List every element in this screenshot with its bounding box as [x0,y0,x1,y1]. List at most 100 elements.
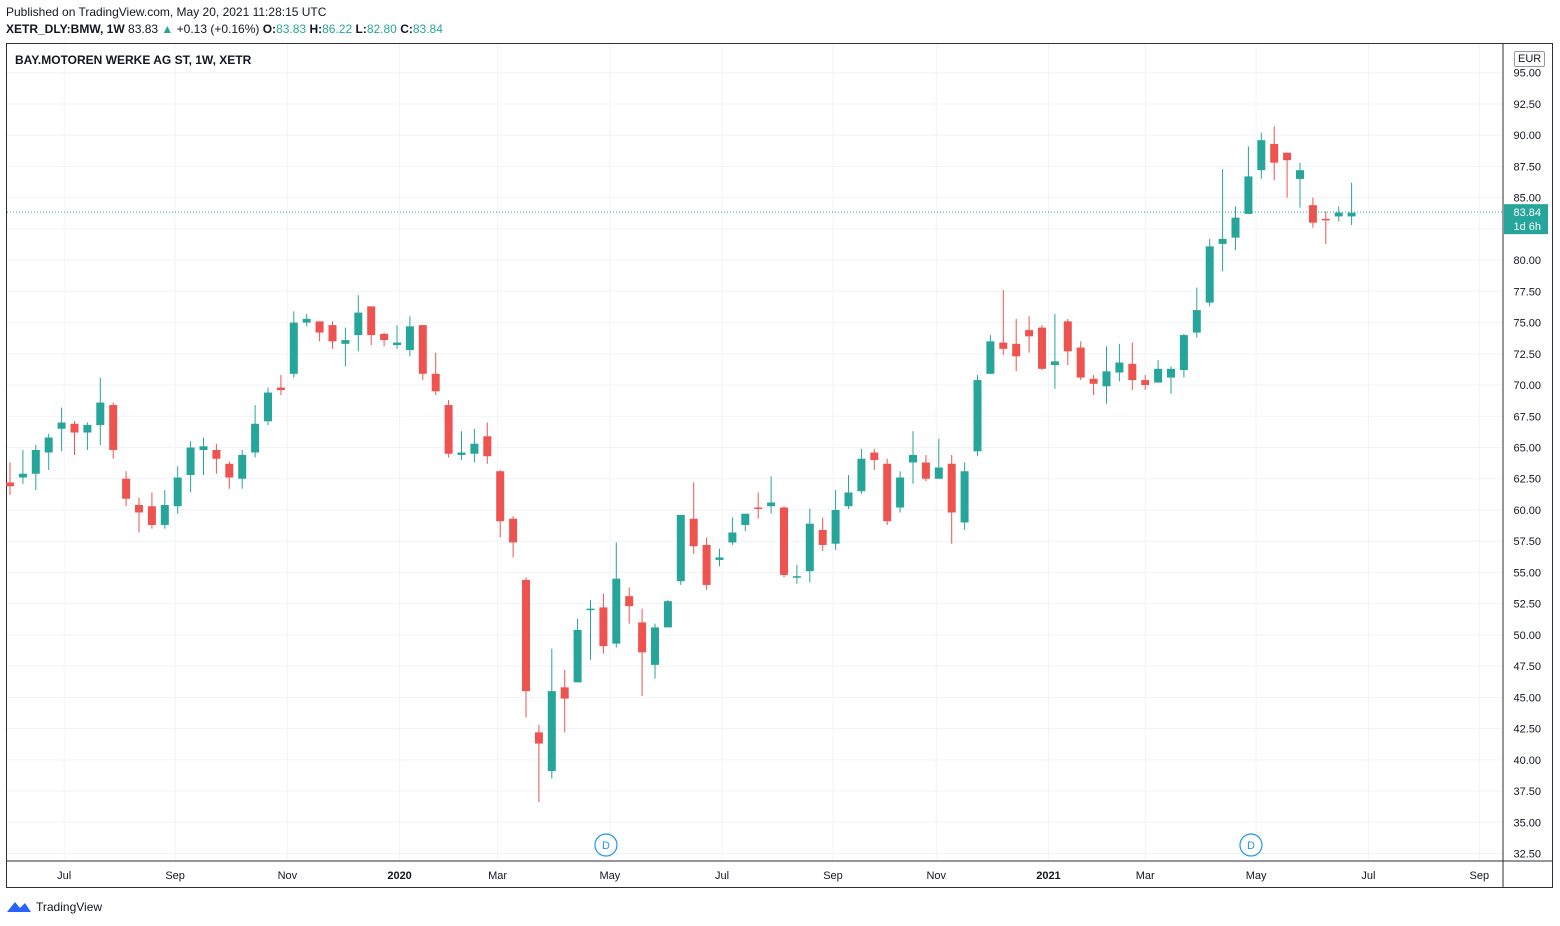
tradingview-logo-icon [7,902,31,912]
y-tick-label: 95.00 [1513,68,1541,80]
candle-body [18,473,27,478]
last-value: 83.83 [128,22,159,36]
y-tick-label: 37.50 [1513,786,1541,798]
y-tick-label: 87.50 [1513,161,1541,173]
close-label: C: [400,22,413,36]
candle-body [496,471,505,522]
candle-body [999,342,1008,349]
x-tick-label: May [1246,870,1267,882]
y-tick-label: 40.00 [1513,755,1541,767]
candle-body [1218,238,1227,244]
candle-body [1154,368,1163,383]
candle-body [328,325,337,342]
chart-frame [6,43,1553,888]
candle-body [857,458,866,492]
dividend-marker-icon [1239,833,1263,857]
candle-body [1308,205,1317,223]
footer-brand[interactable]: TradingView [6,899,102,915]
candle-body [160,504,169,525]
candle-body [818,529,827,545]
candle-body [251,423,260,453]
candle-body [934,467,943,479]
candle-body [315,321,324,333]
candle-body [728,532,737,543]
candle-body [470,443,479,454]
candle-body [663,601,672,628]
x-tick-label: Sep [1470,870,1490,882]
open-value: 83.83 [276,22,307,36]
candle-body [689,518,698,547]
y-tick-label: 35.00 [1513,817,1541,829]
dividend-marker-icon [594,833,618,857]
candle-body [896,477,905,508]
candle-body [1141,380,1150,386]
candle-body [31,450,40,474]
candle-body [1050,361,1059,366]
candle-body [1205,246,1214,303]
currency-badge[interactable]: EUR [1514,51,1546,67]
candle-body [1025,330,1034,337]
candle-body [405,326,414,351]
candle-body [393,342,401,346]
change-value: +0.13 (+0.16%) [176,22,260,36]
candle-body [870,452,879,461]
candle-body [1257,140,1266,171]
candle-body [1089,378,1098,384]
candle-body [225,463,234,478]
pane-title: BAY.MOTOREN WERKE AG ST, 1W, XETR [15,53,252,67]
last-price-badge [1504,204,1548,235]
candle-body [289,322,298,374]
dividend-marker-label: D [602,840,610,852]
candle-body [883,463,892,522]
candle-body [1115,362,1124,373]
candle-body [212,450,221,459]
candle-body [302,318,311,323]
y-tick-label: 67.50 [1513,411,1541,423]
candle-body [96,402,105,426]
close-value: 83.84 [412,22,443,36]
candle-body [947,463,956,513]
candle-body [1038,327,1046,369]
candle-body [1167,368,1175,378]
candle-body [1179,335,1188,371]
candle-body [70,423,79,433]
y-tick-label: 92.50 [1513,99,1541,111]
candle-body [960,471,969,523]
candle-body [1192,310,1201,333]
candle-body [1063,321,1072,352]
published-line: Published on TradingView.com, May 20, 20… [6,5,327,19]
last-price-label: 83.84 [1513,207,1541,219]
high-value: 86.22 [322,22,353,36]
candle-body [354,312,363,336]
x-tick-label: Nov [926,870,946,882]
candle-body [560,687,569,699]
candle-body [83,425,92,433]
candle-body [431,373,440,392]
y-tick-label: 45.00 [1513,692,1541,704]
candle-body [1012,343,1021,357]
candle-body [1102,371,1111,387]
candle-body [341,340,350,344]
candle-body [1244,176,1253,214]
x-tick-label: Sep [165,870,185,882]
y-tick-label: 70.00 [1513,380,1541,392]
candle-body [380,333,389,341]
candle-body [805,523,814,572]
candle-body [1270,143,1279,163]
open-label: O: [262,22,277,36]
change-arrow-icon: ▲ [161,22,174,36]
candle-body [599,607,608,647]
y-tick-label: 72.50 [1513,349,1541,361]
candle-body [767,502,776,507]
candle-body [612,578,621,644]
candle-body [792,576,801,578]
candle-body [909,455,917,463]
candle-body [754,507,763,509]
candle-body [702,544,711,585]
quote-line: XETR_DLY:BMW, 1W 83.83 ▲ +0.13 (+0.16%) … [6,22,443,36]
candle-body [57,422,66,429]
candle-body [676,514,685,582]
y-tick-label: 80.00 [1513,255,1541,267]
candle-body [522,579,530,692]
